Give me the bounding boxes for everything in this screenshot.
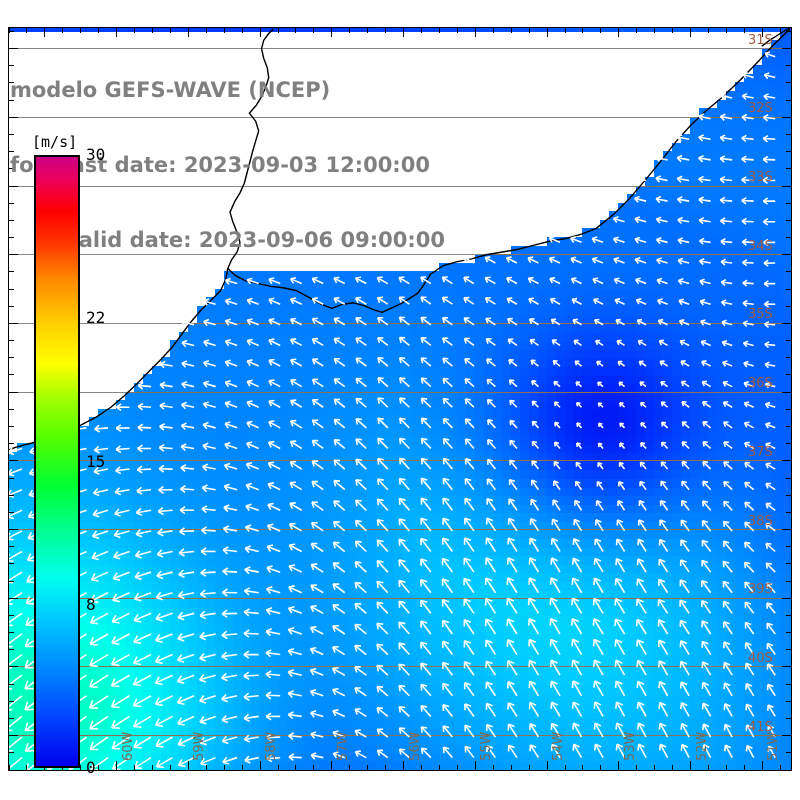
colorbar-tick-0: 0: [86, 758, 96, 777]
lon-label-56W: 56W: [407, 731, 423, 761]
map-plot-frame[interactable]: [8, 27, 792, 771]
lon-label-55W: 55W: [479, 731, 495, 761]
colorbar-tick-15: 15: [86, 451, 106, 471]
axis-tick-marks: [9, 28, 791, 770]
lat-label-35S: 35S: [748, 307, 773, 323]
valid-date: valid date: 2023-09-06 09:00:00: [65, 228, 445, 252]
lon-label-52W: 52W: [694, 731, 710, 761]
lat-label-32S: 32S: [748, 101, 773, 117]
map-plot-inner: [9, 28, 791, 770]
colorbar-gradient: [34, 155, 80, 768]
colorbar-tick-22: 22: [86, 308, 106, 328]
title-block: modelo GEFS-WAVE (NCEP) forecast date: 2…: [10, 28, 500, 303]
lat-label-41S: 41S: [748, 719, 773, 735]
lon-label-53W: 53W: [622, 731, 638, 761]
lat-label-38S: 38S: [748, 513, 773, 529]
forecast-date: forecast date: 2023-09-03 12:00:00: [10, 153, 430, 177]
lat-label-37S: 37S: [748, 444, 773, 460]
lat-label-34S: 34S: [748, 238, 773, 254]
model-title: modelo GEFS-WAVE (NCEP): [10, 78, 331, 102]
lon-label-59W: 59W: [192, 731, 208, 761]
lon-label-57W: 57W: [335, 731, 351, 761]
colorbar-units-label: [m/s]: [32, 133, 78, 151]
lat-label-36S: 36S: [748, 376, 773, 392]
lat-label-40S: 40S: [748, 650, 773, 666]
lat-label-31S: 31S: [748, 32, 773, 48]
colorbar-tick-30: 30: [86, 145, 106, 164]
lat-label-39S: 39S: [748, 582, 773, 598]
lon-label-51W: 51W: [766, 731, 782, 761]
lon-label-58W: 58W: [264, 731, 280, 761]
colorbar[interactable]: [34, 155, 80, 768]
lon-label-54W: 54W: [551, 731, 567, 761]
lat-label-33S: 33S: [748, 170, 773, 186]
colorbar-tick-8: 8: [86, 594, 96, 614]
lon-label-60W: 60W: [120, 731, 136, 761]
